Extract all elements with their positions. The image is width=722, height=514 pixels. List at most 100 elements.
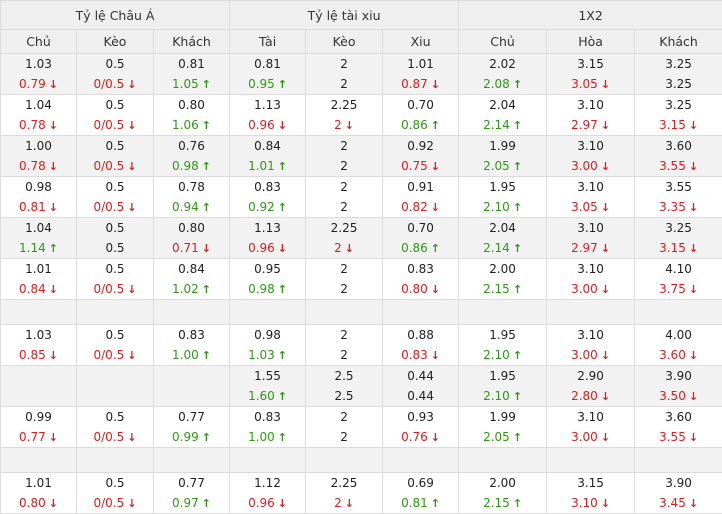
arrow-down-icon xyxy=(127,428,136,448)
odds-value: 2.10 xyxy=(483,389,510,403)
odds-value: 1.95 xyxy=(489,328,516,342)
odds-cell: 1.00 0.78 xyxy=(0,135,77,177)
live-odds: 0/0.5 xyxy=(77,197,153,217)
live-odds: 0.76 xyxy=(383,427,458,447)
odds-value: 3.15 xyxy=(659,241,686,255)
odds-value: 2.00 xyxy=(489,476,516,490)
spacer-cell xyxy=(305,299,384,325)
arrow-down-icon xyxy=(49,346,58,366)
odds-value: 3.55 xyxy=(659,159,686,173)
arrow-up-icon xyxy=(202,346,211,366)
odds-cell: 1.04 1.14 xyxy=(0,217,77,259)
live-odds: 0.77 xyxy=(1,427,76,447)
live-odds: 3.35 xyxy=(635,197,722,217)
live-odds: 1.02 xyxy=(154,279,229,299)
live-odds: 3.05 xyxy=(547,197,634,217)
arrow-down-icon xyxy=(431,198,440,218)
live-odds: 0.99 xyxy=(154,427,229,447)
live-odds: 0.98 xyxy=(230,279,305,299)
odds-value: 0.81 xyxy=(178,57,205,71)
odds-value: 0.44 xyxy=(407,389,434,403)
arrow-down-icon xyxy=(49,198,58,218)
odds-value: 1.55 xyxy=(254,369,281,383)
arrow-up-icon xyxy=(278,387,287,407)
odds-value: 2.97 xyxy=(571,118,598,132)
opening-odds: 0.5 xyxy=(77,54,153,74)
odds-value: 1.13 xyxy=(254,221,281,235)
live-odds: 3.25 xyxy=(635,74,722,94)
live-odds: 0/0.5 xyxy=(77,156,153,176)
live-odds: 0/0.5 xyxy=(77,493,153,513)
odds-value: 2 xyxy=(340,57,348,71)
odds-value: 0.95 xyxy=(248,77,275,91)
odds-value: 0/0.5 xyxy=(93,430,125,444)
odds-cell xyxy=(152,365,231,407)
spacer-cell xyxy=(0,447,77,473)
odds-cell: 1.01 0.84 xyxy=(0,258,77,300)
odds-value: 1.99 xyxy=(489,139,516,153)
live-odds: 0.86 xyxy=(383,238,458,258)
odds-cell: 1.95 2.10 xyxy=(458,365,548,407)
spacer-cell xyxy=(458,299,548,325)
odds-cell: 0.80 1.06 xyxy=(152,94,231,136)
odds-value: 3.10 xyxy=(577,410,604,424)
arrow-up-icon xyxy=(513,198,522,218)
odds-value: 2 xyxy=(334,241,342,255)
odds-value: 2.00 xyxy=(489,262,516,276)
arrow-down-icon xyxy=(689,494,698,514)
live-odds: 0.86 xyxy=(383,115,458,135)
live-odds: 2 xyxy=(306,345,382,365)
spacer-cell xyxy=(76,447,154,473)
odds-value: 3.05 xyxy=(571,77,598,91)
live-odds: 3.00 xyxy=(547,427,634,447)
odds-value: 0.5 xyxy=(105,410,125,424)
live-odds: 2 xyxy=(306,279,382,299)
opening-odds: 2.25 xyxy=(306,95,382,115)
opening-odds: 0.88 xyxy=(383,325,458,345)
odds-cell: 1.13 0.96 xyxy=(229,94,307,136)
odds-value: 3.55 xyxy=(659,430,686,444)
odds-cell: 3.55 3.35 xyxy=(634,176,722,218)
live-odds: 3.00 xyxy=(547,156,634,176)
opening-odds: 2.5 xyxy=(306,366,382,386)
odds-row: 1.030.790.50/0.50.811.050.810.95221.010.… xyxy=(0,53,722,95)
odds-row: 1.000.780.50/0.50.760.980.841.01220.920.… xyxy=(0,135,722,177)
odds-cell: 3.15 3.10 xyxy=(546,472,636,514)
odds-cell: 1.03 0.79 xyxy=(0,53,77,95)
arrow-down-icon xyxy=(49,280,58,300)
opening-odds: 0.98 xyxy=(230,325,305,345)
odds-value: 2 xyxy=(340,139,348,153)
arrow-up-icon xyxy=(431,239,440,259)
live-odds: 0.97 xyxy=(154,493,229,513)
odds-cell: 0.81 1.05 xyxy=(152,53,231,95)
arrow-up-icon xyxy=(278,198,287,218)
odds-value: 0.98 xyxy=(254,328,281,342)
odds-value: 2.5 xyxy=(334,389,354,403)
live-odds: 3.00 xyxy=(547,345,634,365)
odds-cell: 0.84 1.01 xyxy=(229,135,307,177)
odds-value: 3.15 xyxy=(577,476,604,490)
arrow-down-icon xyxy=(127,116,136,136)
odds-row: 0.990.770.50/0.50.770.990.831.00220.930.… xyxy=(0,406,722,448)
odds-value: 0.99 xyxy=(25,410,52,424)
live-odds: 3.75 xyxy=(635,279,722,299)
arrow-down-icon xyxy=(601,387,610,407)
opening-odds: 3.55 xyxy=(635,177,722,197)
odds-cell xyxy=(0,365,77,407)
live-odds: 0.92 xyxy=(230,197,305,217)
odds-value: 0.85 xyxy=(19,348,46,362)
live-odds: 3.15 xyxy=(635,115,722,135)
live-odds: 1.14 xyxy=(1,238,76,258)
opening-odds: 4.00 xyxy=(635,325,722,345)
opening-odds: 4.10 xyxy=(635,259,722,279)
odds-value: 0.80 xyxy=(178,98,205,112)
live-odds: 2.97 xyxy=(547,238,634,258)
opening-odds: 0.84 xyxy=(230,136,305,156)
odds-value: 0.99 xyxy=(172,430,199,444)
odds-value: 2 xyxy=(340,159,348,173)
opening-odds: 3.10 xyxy=(547,407,634,427)
live-odds: 2.10 xyxy=(459,386,546,406)
odds-value: 0.80 xyxy=(19,496,46,510)
odds-value: 0.77 xyxy=(178,410,205,424)
odds-value: 0.93 xyxy=(407,410,434,424)
